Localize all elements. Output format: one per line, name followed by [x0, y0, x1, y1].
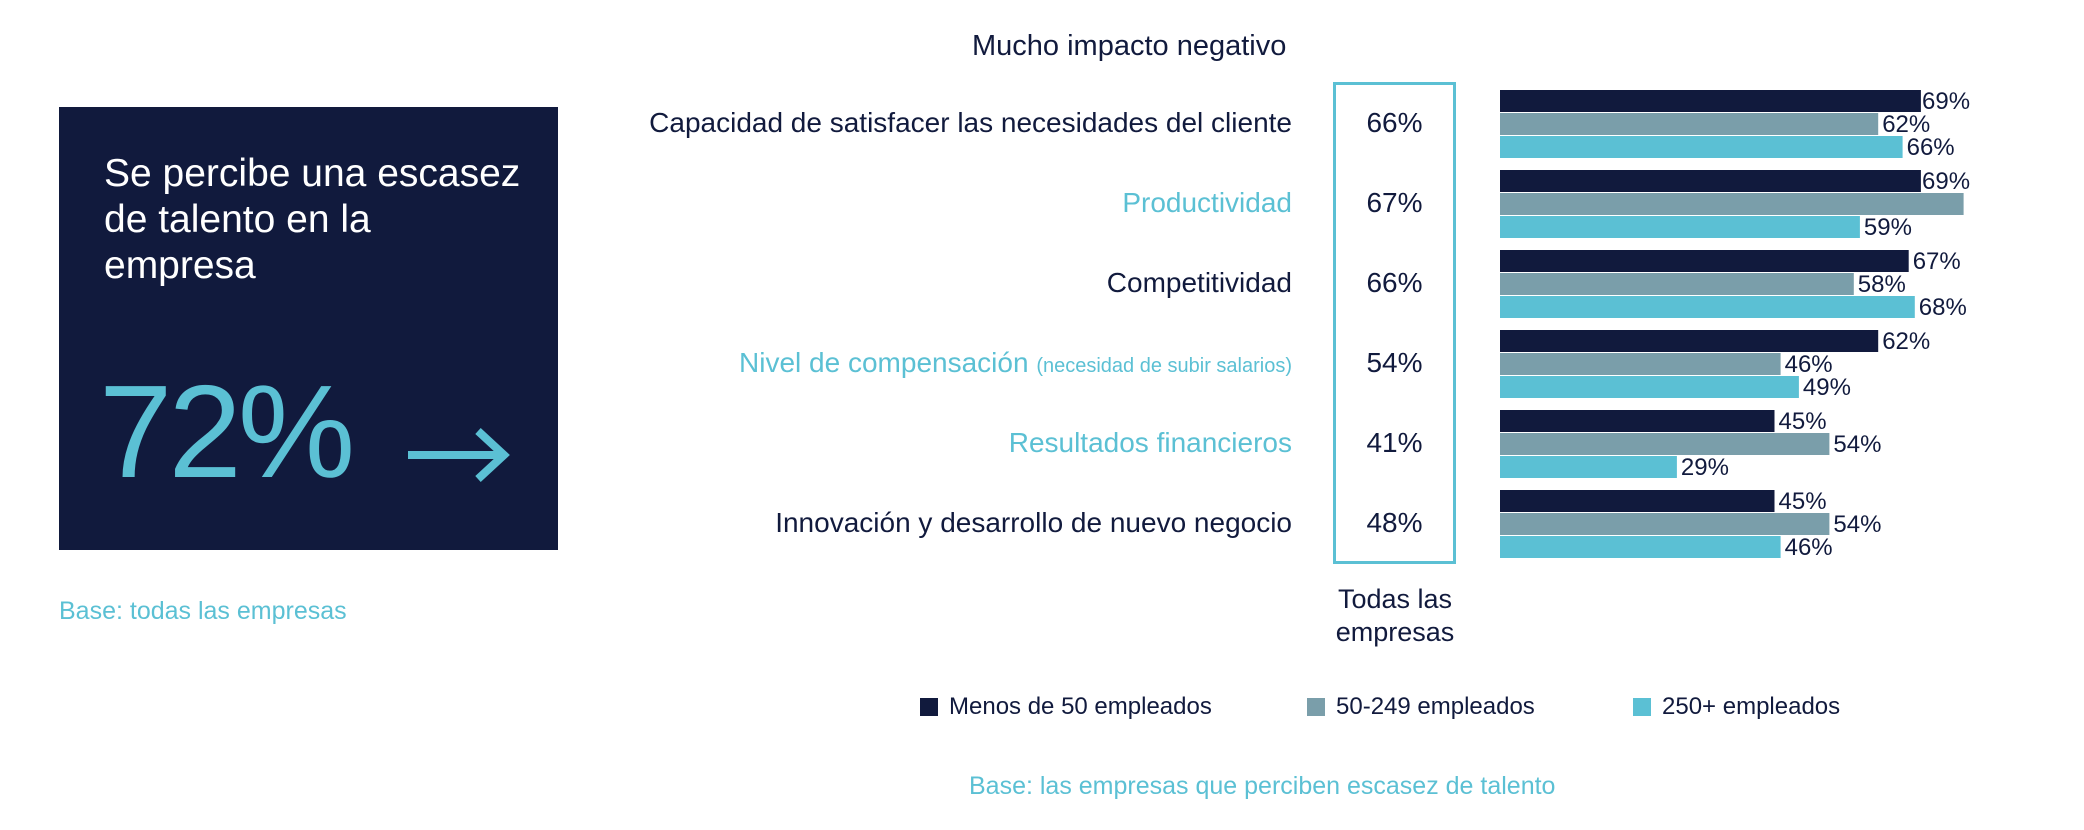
all-companies-caption: Todas las empresas: [1335, 584, 1455, 647]
bar-value-label: 45%: [1779, 488, 1827, 515]
category-label-text: Innovación y desarrollo de nuevo negocio: [775, 507, 1292, 538]
bar: [1500, 353, 1781, 375]
summary-panel: Se percibe una escasez de talento en la …: [59, 107, 558, 550]
summary-title: Se percibe una escasez de talento en la …: [104, 152, 521, 287]
category-label: Competitividad: [592, 266, 1292, 300]
bar: [1500, 113, 1879, 135]
all-companies-box: [1333, 82, 1456, 564]
category-label-note: (necesidad de subir salarios): [1036, 355, 1292, 377]
bar-value-label: 46%: [1785, 534, 1833, 561]
legend-label: 50-249 empleados: [1336, 693, 1535, 720]
bar: [1500, 136, 1903, 158]
legend-swatch: [1633, 698, 1651, 716]
all-companies-value: 67%: [1366, 187, 1423, 218]
legend-label: Menos de 50 empleados: [949, 693, 1212, 720]
bar: [1500, 410, 1775, 432]
bar: [1500, 170, 1921, 192]
bar-value-label: 46%: [1785, 351, 1833, 378]
category-label-text: Capacidad de satisfacer las necesidades …: [649, 107, 1292, 138]
bar-value-label: 59%: [1864, 214, 1912, 241]
bar: [1500, 490, 1775, 512]
bar-value-label: 69%: [1922, 88, 1970, 115]
category-label: Productividad: [592, 186, 1292, 220]
arrow-right-icon: [408, 428, 510, 482]
all-companies-value: 66%: [1366, 107, 1423, 138]
category-label: Nivel de compensación (necesidad de subi…: [592, 346, 1292, 383]
bar-value-label: 29%: [1681, 454, 1729, 481]
bar-value-label: 68%: [1919, 294, 1967, 321]
category-label-text: Productividad: [1122, 187, 1292, 218]
bar-value-label: 62%: [1882, 328, 1930, 355]
base-note-bottom: Base: las empresas que perciben escasez …: [969, 772, 1556, 800]
all-companies-value: 41%: [1366, 427, 1423, 458]
bar-value-label: 67%: [1913, 248, 1961, 275]
bar-value-label: 66%: [1907, 134, 1955, 161]
bar: [1500, 376, 1799, 398]
bar-value-label: 69%: [1922, 168, 1970, 195]
legend-label: 250+ empleados: [1662, 693, 1841, 720]
bar: [1500, 330, 1879, 352]
category-label-text: Resultados financieros: [1008, 427, 1292, 458]
bar-value-label: 58%: [1858, 271, 1906, 298]
bar: [1500, 250, 1909, 272]
bar-value-label: 54%: [1833, 511, 1881, 538]
bar-value-label: 49%: [1803, 374, 1851, 401]
bar: [1500, 456, 1677, 478]
bar: [1500, 513, 1830, 535]
bar-value-label: 62%: [1882, 111, 1930, 138]
base-note-left: Base: todas las empresas: [59, 597, 347, 625]
bar: [1500, 90, 1921, 112]
bar-value-label: 45%: [1779, 408, 1827, 435]
bar: [1500, 536, 1781, 558]
all-companies-value: 48%: [1366, 507, 1423, 538]
all-companies-value: 66%: [1366, 267, 1423, 298]
legend-swatch: [920, 698, 938, 716]
category-label-text: Competitividad: [1106, 267, 1292, 298]
bar: [1500, 193, 1964, 215]
legend-swatch: [1307, 698, 1325, 716]
bar: [1500, 296, 1915, 318]
all-companies-value: 54%: [1366, 347, 1423, 378]
category-label: Capacidad de satisfacer las necesidades …: [592, 106, 1292, 140]
bar: [1500, 216, 1860, 238]
category-label-text: Nivel de compensación: [739, 347, 1029, 378]
bar: [1500, 433, 1830, 455]
bar-value-label: 54%: [1833, 431, 1881, 458]
category-label: Resultados financieros: [592, 426, 1292, 460]
bar: [1500, 273, 1854, 295]
summary-value: 72%: [99, 358, 355, 505]
chart-title: Mucho impacto negativo: [972, 30, 1287, 62]
category-label: Innovación y desarrollo de nuevo negocio: [592, 506, 1292, 540]
